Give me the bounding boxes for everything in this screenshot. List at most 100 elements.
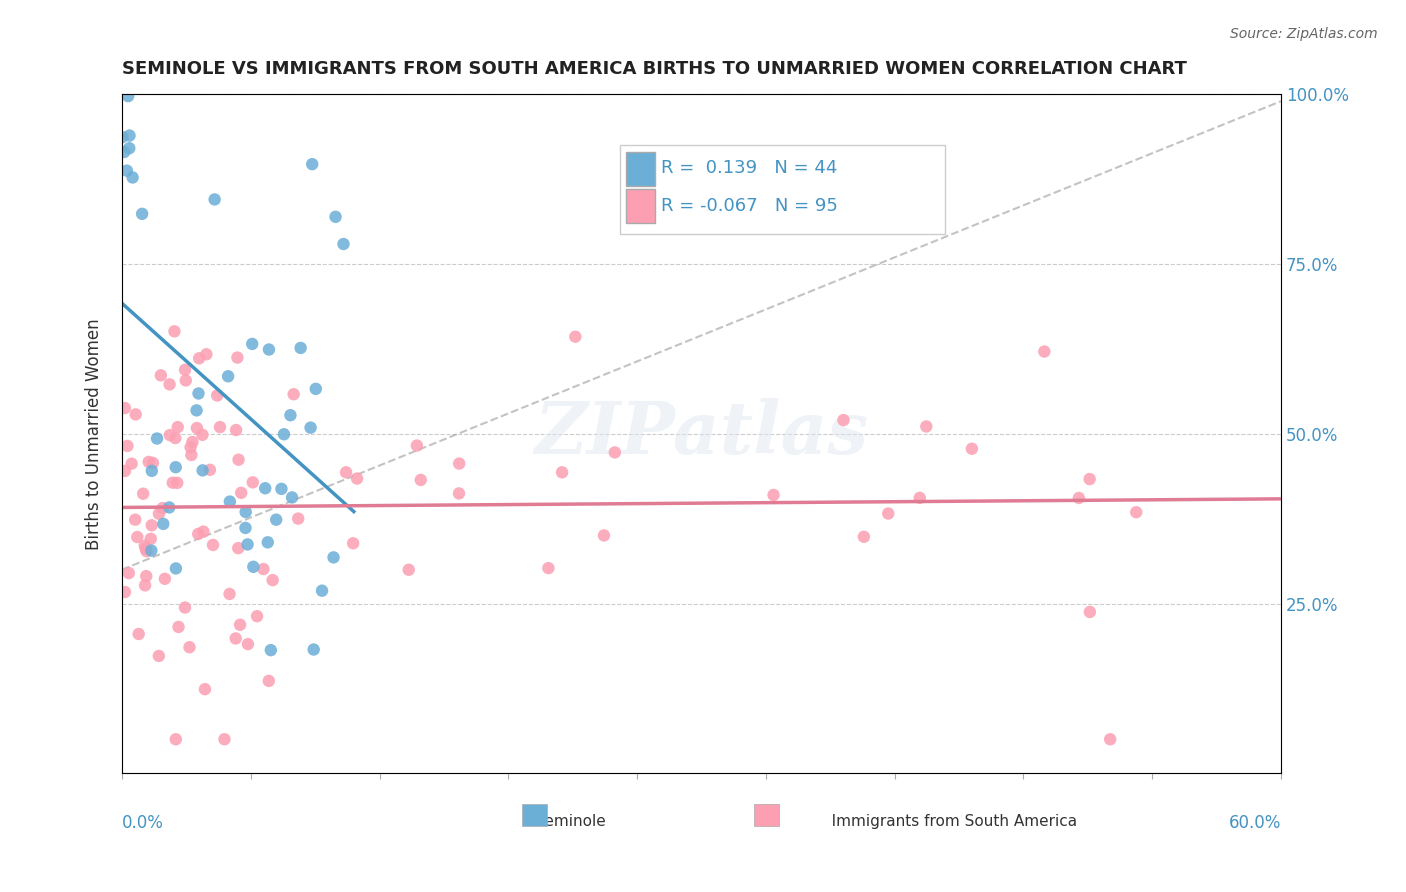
Point [299, 420, 322, 434]
Point [111, 130, 134, 145]
Point [112, 145, 135, 159]
Point [141, 464, 163, 478]
Point [254, 481, 277, 495]
Point [152, 501, 174, 516]
Point [180, 440, 202, 454]
Point [908, 491, 931, 505]
Point [226, 351, 249, 365]
Point [115, 163, 138, 178]
Point [191, 427, 214, 442]
Point [162, 475, 184, 490]
Point [201, 538, 224, 552]
Point [194, 682, 217, 697]
Text: SEMINOLE VS IMMIGRANTS FROM SOUTH AMERICA BIRTHS TO UNMARRIED WOMEN CORRELATION : SEMINOLE VS IMMIGRANTS FROM SOUTH AMERIC… [122, 60, 1187, 78]
Point [283, 387, 305, 401]
FancyBboxPatch shape [620, 145, 945, 234]
Point [165, 460, 187, 475]
Point [447, 486, 470, 500]
Point [159, 377, 181, 392]
Point [135, 541, 157, 556]
Point [163, 324, 186, 338]
Point [537, 561, 560, 575]
Text: 0.0%: 0.0% [122, 814, 165, 832]
Point [218, 494, 240, 508]
Point [117, 89, 139, 103]
Point [166, 420, 188, 434]
Point [118, 566, 141, 580]
Point [148, 648, 170, 663]
Text: ZIPatlas: ZIPatlas [534, 399, 869, 469]
FancyBboxPatch shape [626, 189, 655, 223]
Point [138, 455, 160, 469]
Point [188, 351, 211, 366]
Point [114, 401, 136, 416]
Point [301, 157, 323, 171]
Point [204, 193, 226, 207]
Point [181, 434, 204, 449]
Point [252, 562, 274, 576]
Point [256, 535, 278, 549]
Point [124, 408, 146, 422]
Point [332, 237, 354, 252]
Point [226, 541, 249, 556]
Point [208, 420, 231, 434]
Point [398, 563, 420, 577]
Point [153, 572, 176, 586]
Point [290, 341, 312, 355]
Point [118, 128, 141, 143]
Point [257, 343, 280, 357]
Point [287, 511, 309, 525]
Point [246, 609, 269, 624]
Point [124, 513, 146, 527]
Point [186, 403, 208, 417]
Point [152, 516, 174, 531]
Point [146, 432, 169, 446]
Point [142, 456, 165, 470]
Text: 60.0%: 60.0% [1229, 814, 1281, 832]
Point [235, 505, 257, 519]
Point [342, 536, 364, 550]
Point [128, 627, 150, 641]
Point [159, 428, 181, 442]
Point [205, 388, 228, 402]
Point [165, 732, 187, 747]
Point [141, 543, 163, 558]
Point [877, 507, 900, 521]
Point [1033, 344, 1056, 359]
Point [231, 485, 253, 500]
Text: R =  0.139   N = 44: R = 0.139 N = 44 [661, 159, 838, 177]
Point [229, 617, 252, 632]
Point [195, 347, 218, 361]
Text: Immigrants from South America: Immigrants from South America [817, 814, 1077, 829]
Point [564, 329, 586, 343]
Point [1078, 605, 1101, 619]
Point [198, 463, 221, 477]
Point [240, 337, 263, 351]
Point [242, 475, 264, 490]
Point [121, 170, 143, 185]
Point [179, 640, 201, 655]
Point [235, 521, 257, 535]
Point [118, 141, 141, 155]
Point [174, 363, 197, 377]
Point [257, 673, 280, 688]
Point [281, 491, 304, 505]
Point [1067, 491, 1090, 505]
Point [228, 452, 250, 467]
Point [409, 473, 432, 487]
Point [141, 518, 163, 533]
Point [214, 732, 236, 747]
Point [174, 600, 197, 615]
Text: Source: ZipAtlas.com: Source: ZipAtlas.com [1230, 27, 1378, 41]
Point [157, 500, 180, 515]
Point [165, 561, 187, 575]
Point [305, 382, 328, 396]
Point [406, 439, 429, 453]
Point [131, 207, 153, 221]
Point [551, 466, 574, 480]
Point [593, 528, 616, 542]
Point [134, 539, 156, 553]
Point [762, 488, 785, 502]
Point [335, 466, 357, 480]
Point [174, 374, 197, 388]
